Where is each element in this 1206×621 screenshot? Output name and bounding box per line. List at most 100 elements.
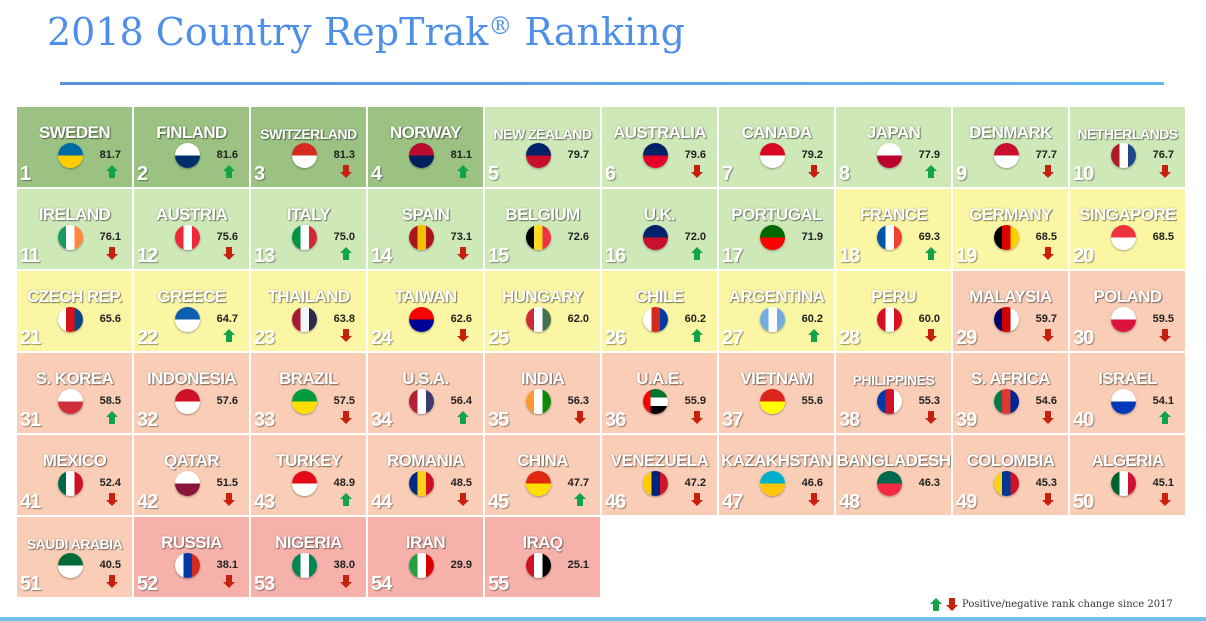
score: 46.6 (801, 477, 823, 489)
country-name: JAPAN (866, 123, 921, 142)
rank-number: 11 (20, 245, 40, 267)
rank-number: 17 (722, 245, 743, 267)
arrow-down-icon (340, 165, 352, 178)
rank-number: 4 (371, 163, 382, 185)
rank-number: 2 (137, 163, 148, 185)
flag-icon (994, 471, 1019, 496)
country-name: INDIA (520, 369, 565, 388)
flag-icon (994, 225, 1019, 250)
score: 60.0 (918, 313, 940, 325)
flag-icon (526, 471, 551, 496)
country-tile: U.K. 72.0 16 (602, 189, 717, 269)
country-name: U.K. (643, 205, 676, 224)
rank-number: 19 (956, 245, 977, 267)
country-tile: VENEZUELA 47.2 46 (602, 435, 717, 515)
country-name: MALAYSIA (969, 287, 1052, 306)
legend-label: Positive/negative rank change since 2017 (962, 599, 1173, 610)
score: 59.5 (1152, 313, 1174, 325)
arrow-up-icon (930, 598, 942, 611)
rank-number: 7 (722, 163, 733, 185)
rank-number: 18 (839, 245, 860, 267)
country-name: DENMARK (969, 123, 1052, 142)
score: 58.5 (99, 395, 121, 407)
flag-icon (292, 307, 317, 332)
page-title: 2018 Country RepTrak® Ranking (47, 10, 685, 54)
country-name: CHILE (635, 287, 684, 306)
country-name: IRAN (405, 533, 446, 552)
rank-number: 55 (488, 573, 509, 595)
rank-number: 5 (488, 163, 499, 185)
score: 52.4 (99, 477, 121, 489)
country-tile: IRAN 29.9 54 (368, 517, 483, 597)
rank-number: 43 (254, 491, 275, 513)
rank-number: 32 (137, 409, 158, 431)
arrow-down-icon (808, 165, 820, 178)
arrow-down-icon (1042, 247, 1054, 260)
rank-number: 41 (20, 491, 41, 513)
score: 48.9 (333, 477, 355, 489)
flag-icon (58, 225, 83, 250)
score: 73.1 (450, 231, 472, 243)
flag-icon (526, 307, 551, 332)
flag-icon (409, 307, 434, 332)
arrow-down-icon (946, 598, 958, 611)
rank-number: 52 (137, 573, 158, 595)
flag-icon (877, 389, 902, 414)
country-name: ROMANIA (386, 451, 465, 470)
arrow-up-icon (925, 247, 937, 260)
rank-number: 27 (722, 327, 743, 349)
country-name: BELGIUM (505, 205, 580, 224)
flag-icon (175, 143, 200, 168)
country-name: CZECH REP. (27, 287, 122, 306)
flag-icon (1111, 307, 1136, 332)
country-name: QATAR (164, 451, 220, 470)
score: 63.8 (333, 313, 355, 325)
country-name: VENEZUELA (610, 451, 709, 470)
flag-icon (526, 225, 551, 250)
score: 40.5 (99, 559, 121, 571)
flag-icon (292, 143, 317, 168)
country-name: SAUDI ARABIA (26, 536, 123, 552)
arrow-up-icon (223, 165, 235, 178)
country-name: SINGAPORE (1079, 205, 1176, 224)
score: 56.3 (567, 395, 589, 407)
score: 75.0 (333, 231, 355, 243)
rank-number: 45 (488, 491, 509, 513)
flag-icon (1111, 143, 1136, 168)
arrow-down-icon (1159, 493, 1171, 506)
arrow-down-icon (457, 247, 469, 260)
flag-icon (175, 307, 200, 332)
country-tile: NETHERLANDS 76.7 10 (1070, 107, 1185, 187)
arrow-down-icon (925, 329, 937, 342)
country-tile: MALAYSIA 59.7 29 (953, 271, 1068, 351)
rank-number: 6 (605, 163, 616, 185)
arrow-down-icon (1159, 165, 1171, 178)
country-name: U.A.E. (636, 369, 683, 388)
country-tile: FINLAND 81.6 2 (134, 107, 249, 187)
country-tile: CHINA 47.7 45 (485, 435, 600, 515)
rank-number: 40 (1073, 409, 1094, 431)
score: 71.9 (801, 231, 823, 243)
country-name: GERMANY (969, 205, 1052, 224)
score: 81.1 (450, 149, 472, 161)
score: 47.7 (567, 477, 589, 489)
score: 69.3 (918, 231, 940, 243)
country-name: POLAND (1093, 287, 1162, 306)
score: 25.1 (567, 559, 589, 571)
rank-number: 51 (20, 573, 41, 595)
rank-number: 34 (371, 409, 392, 431)
flag-icon (643, 143, 668, 168)
country-name: ISRAEL (1098, 369, 1157, 388)
flag-icon (526, 553, 551, 578)
country-name: THAILAND (267, 287, 350, 306)
arrow-up-icon (106, 165, 118, 178)
country-name: KAZAKHSTAN (721, 451, 832, 470)
flag-icon (760, 389, 785, 414)
country-name: SWEDEN (38, 123, 111, 142)
arrow-down-icon (691, 493, 703, 506)
flag-icon (292, 225, 317, 250)
country-tile: VIETNAM 55.6 37 (719, 353, 834, 433)
flag-icon (526, 389, 551, 414)
score: 64.7 (216, 313, 238, 325)
arrow-up-icon (457, 165, 469, 178)
